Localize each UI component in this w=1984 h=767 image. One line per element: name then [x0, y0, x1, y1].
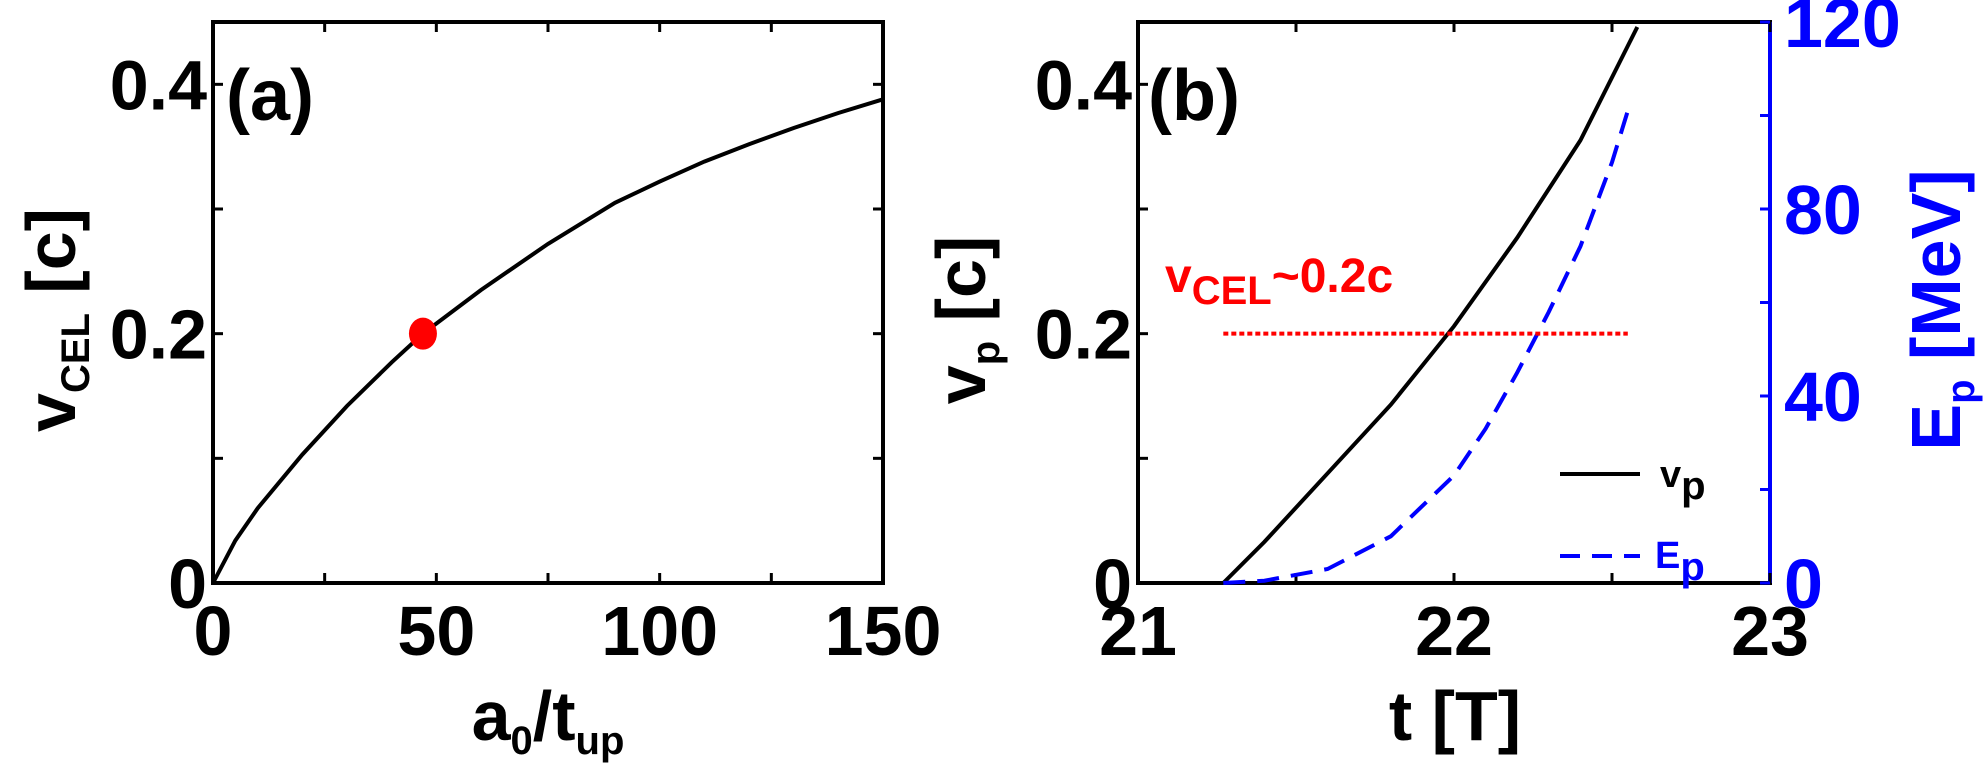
y-tick-label-right: 0: [1784, 545, 1823, 623]
y-tick-label: 0.2: [110, 296, 207, 374]
panel-a-x-axis-label: a0/tup: [472, 677, 625, 763]
panel-b-left-tick-labels: 0 0.2 0.4: [1035, 46, 1132, 623]
panel-b-x-axis-label: t [T]: [1389, 677, 1521, 755]
panel-a-x-tick-labels: 0 50 100 150: [194, 592, 942, 670]
y-tick-label-right: 120: [1784, 0, 1901, 62]
y-tick-label-left: 0.2: [1035, 296, 1132, 374]
legend: vp Ep: [1560, 454, 1706, 589]
panel-b-x-tick-labels: 21 22 23: [1099, 592, 1809, 670]
y-tick-label-right: 40: [1784, 358, 1862, 436]
panel-a-label: (a): [226, 56, 314, 136]
panel-a-y-tick-labels: 0 0.2 0.4: [110, 46, 207, 623]
panel-b-series: [1221, 26, 1640, 585]
panel-b-left-y-axis-label: vp [c]: [922, 236, 1008, 404]
panel-a-ticks: [211, 22, 885, 585]
annotation-label: vCEL~0.2c: [1165, 250, 1393, 313]
panel-b-right-y-axis-label: Ep [MeV]: [1897, 169, 1983, 450]
y-tick-label: 0.4: [110, 46, 207, 124]
y-tick-label-left: 0: [1093, 545, 1132, 623]
series-line-ep: [1223, 110, 1630, 585]
x-tick-label: 100: [601, 592, 718, 670]
x-tick-label: 0: [194, 592, 233, 670]
series-line: [211, 97, 884, 584]
x-tick-label: 23: [1731, 592, 1809, 670]
y-tick-label-left: 0.4: [1035, 46, 1132, 124]
x-tick-label: 21: [1099, 592, 1177, 670]
panel-a-series: [211, 97, 884, 584]
panel-b: 21 22 23 0 0.2 0.4 0 40 80 120 vCEL~0.2c vp Ep …: [922, 0, 1983, 755]
panel-b-label: (b): [1148, 56, 1240, 136]
legend-label-ep: Ep: [1655, 535, 1705, 589]
legend-label-vp: vp: [1660, 454, 1706, 508]
panel-a: 0 50 100 150 0 0.2 0.4 (a) a0/tup vCEL [c]: [12, 20, 942, 763]
panel-a-y-axis-label: vCEL [c]: [12, 208, 98, 432]
x-tick-label: 150: [825, 592, 942, 670]
x-tick-label: 50: [397, 592, 475, 670]
highlight-marker: [408, 317, 437, 350]
y-tick-label-right: 80: [1784, 171, 1862, 249]
y-tick-label: 0: [168, 545, 207, 623]
panel-b-right-tick-labels: 0 40 80 120: [1784, 0, 1901, 623]
x-tick-label: 22: [1415, 592, 1493, 670]
series-line-vp: [1221, 26, 1640, 585]
